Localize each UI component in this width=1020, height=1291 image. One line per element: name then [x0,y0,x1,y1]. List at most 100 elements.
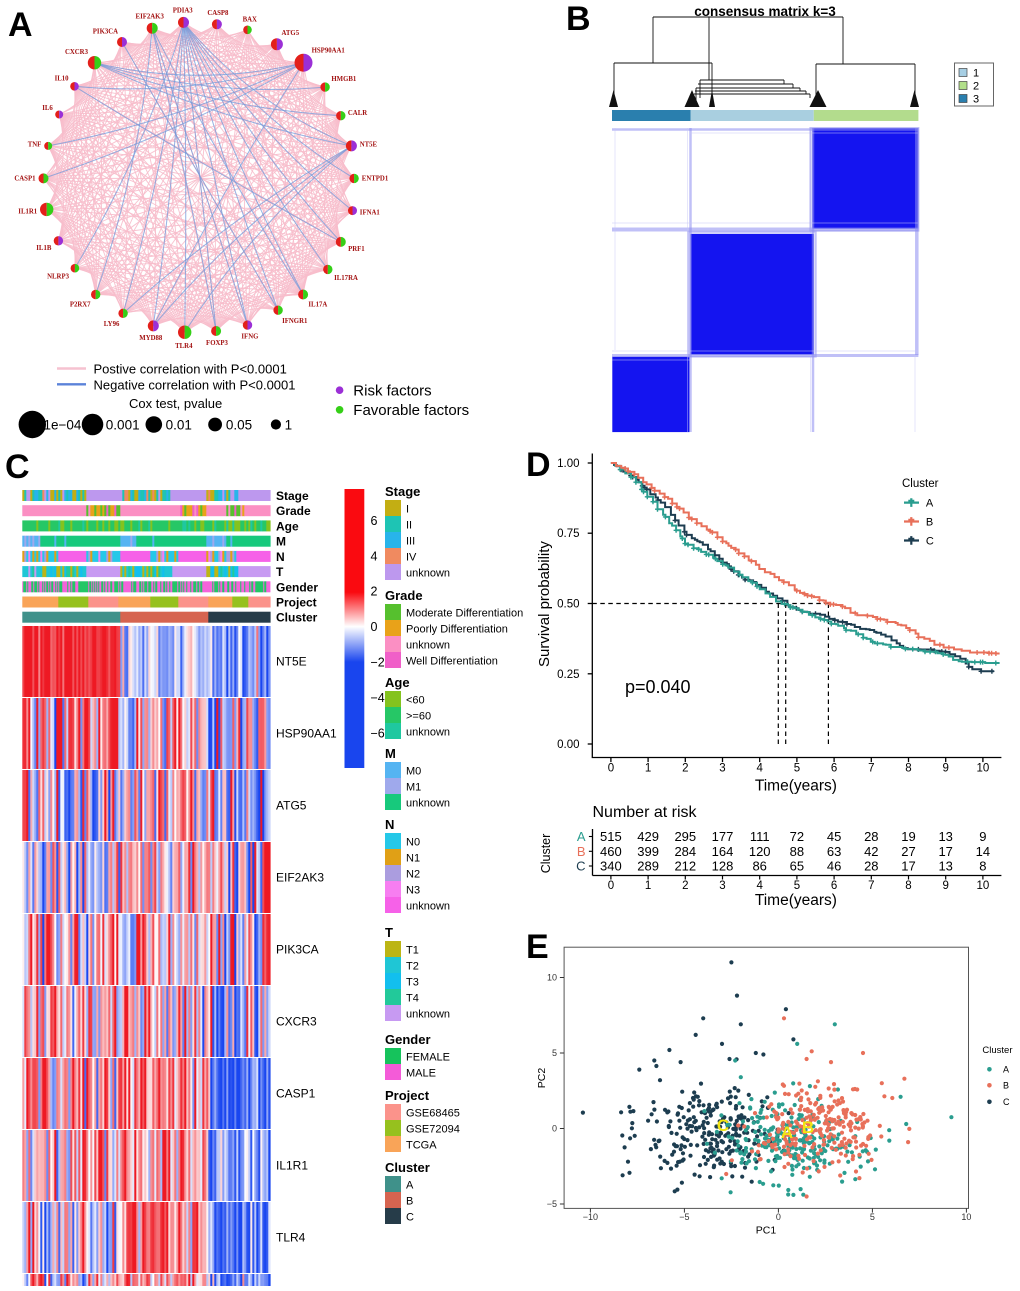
svg-text:Gender: Gender [276,580,318,594]
svg-text:unknown: unknown [406,798,450,810]
svg-text:B: B [406,1196,413,1208]
svg-text:1: 1 [645,880,651,892]
svg-text:B: B [566,0,591,38]
svg-text:ATG5: ATG5 [276,799,307,813]
svg-text:1e−04: 1e−04 [44,418,82,433]
svg-text:C: C [5,448,30,486]
svg-text:Time(years): Time(years) [755,778,837,795]
svg-text:consensus matrix k=3: consensus matrix k=3 [694,4,836,19]
svg-text:−6: −6 [371,726,385,740]
svg-text:Stage: Stage [276,489,309,503]
svg-text:C: C [576,859,585,874]
svg-text:CASP1: CASP1 [276,1087,316,1101]
svg-text:0: 0 [552,1124,557,1134]
svg-text:2: 2 [973,81,979,93]
svg-text:IL1R1: IL1R1 [18,209,37,216]
svg-text:N2: N2 [406,869,420,881]
svg-text:3: 3 [719,880,725,892]
svg-text:0: 0 [608,762,614,774]
svg-text:HSP90AA1: HSP90AA1 [276,727,337,741]
svg-text:1: 1 [645,762,651,774]
svg-text:PC2: PC2 [536,1068,548,1089]
svg-text:28: 28 [864,859,878,874]
svg-text:Age: Age [276,519,299,533]
svg-text:IFNG: IFNG [241,333,259,340]
svg-text:Grade: Grade [276,504,311,518]
svg-text:Poorly Differentiation: Poorly Differentiation [406,624,508,636]
svg-text:5: 5 [794,880,800,892]
svg-text:A: A [577,829,586,844]
svg-text:177: 177 [712,829,734,844]
svg-text:42: 42 [864,844,878,859]
svg-text:4: 4 [371,549,378,563]
svg-text:A: A [406,1180,414,1192]
svg-text:IL17RA: IL17RA [334,275,358,282]
svg-text:ENTPD1: ENTPD1 [362,176,389,183]
svg-text:B: B [1003,1081,1009,1091]
svg-text:unknown: unknown [406,568,450,580]
svg-text:CXCR3: CXCR3 [65,49,89,56]
svg-text:8: 8 [979,859,986,874]
svg-text:7: 7 [868,762,874,774]
svg-text:unknown: unknown [406,901,450,913]
svg-text:EIF2AK3: EIF2AK3 [276,871,324,885]
svg-text:I: I [406,504,409,516]
svg-text:A: A [926,497,934,509]
svg-text:10: 10 [547,973,557,983]
svg-text:Grade: Grade [385,588,423,603]
svg-text:B: B [802,1118,814,1137]
svg-text:MYD88: MYD88 [139,335,163,342]
svg-text:Risk factors: Risk factors [353,382,431,399]
svg-text:28: 28 [864,829,878,844]
svg-text:NT5E: NT5E [276,655,307,669]
svg-text:284: 284 [674,844,696,859]
svg-text:−10: −10 [583,1212,598,1222]
svg-text:Survival probability: Survival probability [536,541,553,667]
svg-text:10: 10 [977,762,990,774]
svg-text:C: C [926,535,934,547]
svg-text:D: D [526,446,551,484]
svg-text:III: III [406,536,415,548]
svg-text:T3: T3 [406,977,419,989]
svg-text:1: 1 [973,68,979,80]
svg-text:13: 13 [938,859,952,874]
svg-text:0: 0 [371,620,378,634]
svg-text:Well Differentiation: Well Differentiation [406,656,498,668]
svg-text:N: N [385,817,394,832]
svg-text:unknown: unknown [406,727,450,739]
svg-text:M1: M1 [406,782,421,794]
svg-text:HMGB1: HMGB1 [331,76,357,83]
svg-text:212: 212 [674,859,696,874]
svg-text:Project: Project [385,1088,430,1103]
svg-text:C: C [406,1212,414,1224]
svg-text:<60: <60 [406,695,425,707]
svg-text:0.05: 0.05 [226,418,252,433]
svg-text:T2: T2 [406,961,419,973]
svg-text:429: 429 [637,829,659,844]
svg-text:4: 4 [756,880,763,892]
svg-text:2: 2 [371,585,378,599]
svg-text:Cluster: Cluster [982,1045,1012,1056]
svg-text:8: 8 [905,880,911,892]
svg-text:N3: N3 [406,885,420,897]
svg-text:Cluster: Cluster [539,834,553,874]
svg-text:FOXP3: FOXP3 [206,340,228,347]
svg-text:460: 460 [600,844,622,859]
svg-text:Time(years): Time(years) [755,892,837,909]
svg-text:8: 8 [905,762,911,774]
svg-text:1: 1 [285,418,293,433]
svg-text:5: 5 [870,1212,875,1222]
svg-text:C: C [717,1116,729,1135]
svg-text:Favorable factors: Favorable factors [353,402,469,419]
svg-text:II: II [406,520,412,532]
svg-text:Moderate Differentiation: Moderate Differentiation [406,608,523,620]
svg-text:2: 2 [682,880,688,892]
svg-text:0.50: 0.50 [557,599,579,611]
svg-text:unknown: unknown [406,1009,450,1021]
svg-text:111: 111 [750,829,770,844]
svg-text:B: B [926,516,933,528]
svg-text:TLR4: TLR4 [175,343,193,350]
svg-text:CALR: CALR [348,110,367,117]
svg-text:Cluster: Cluster [385,1160,430,1175]
svg-text:515: 515 [600,829,622,844]
